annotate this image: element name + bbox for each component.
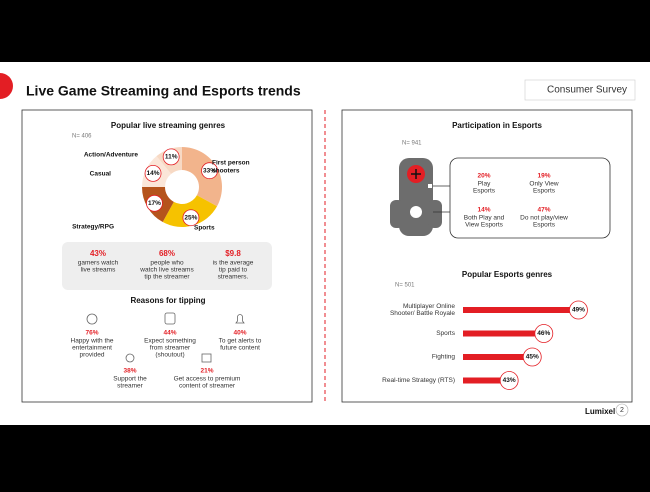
reason-text: future content	[220, 345, 260, 352]
reason-text: (shoutout)	[155, 352, 184, 359]
reason-text: Get access to premium	[174, 376, 241, 383]
reason-text: To get alerts to	[219, 338, 262, 345]
slice-label: shooters	[212, 168, 240, 175]
brand: Lumixel	[585, 407, 615, 416]
bar-label: Multiplayer Online	[403, 303, 455, 310]
participation-text: Both Play and	[464, 215, 505, 222]
participation-value: 19%	[537, 173, 550, 180]
stat-text: watch live streams	[139, 267, 194, 274]
tag: Consumer Survey	[547, 85, 627, 96]
bar-label: Sports	[436, 330, 456, 337]
stat-value: 43%	[90, 249, 106, 258]
participation-value: 14%	[477, 207, 490, 214]
value-badge	[499, 371, 519, 390]
reason-value: 21%	[200, 368, 213, 375]
stat-text: live streams	[81, 267, 116, 274]
value-label: 45%	[526, 354, 539, 361]
value-label: 33%	[203, 167, 216, 174]
bar-label: Shooter/ Battle Royale	[390, 310, 455, 317]
value-badge	[569, 300, 588, 320]
participation-text: Only View	[529, 181, 558, 188]
bar	[463, 354, 533, 360]
title: Live Game Streaming and Esports trends	[26, 83, 301, 99]
slice-label: Sports	[194, 225, 215, 232]
reason-text: entertainment	[72, 345, 112, 352]
stat-value: 68%	[159, 249, 175, 258]
donut-slice	[182, 147, 222, 207]
participation-value: 47%	[537, 207, 550, 214]
reason-value: 38%	[123, 368, 136, 375]
value-badge	[162, 148, 180, 166]
value-label: 11%	[165, 154, 178, 161]
participation-text: Esports	[473, 188, 496, 195]
tag-box	[524, 79, 636, 101]
participation-text: View Esports	[465, 222, 504, 229]
value-badge	[182, 209, 200, 227]
reason-value: 76%	[85, 330, 98, 337]
value-badge	[146, 194, 163, 212]
participation-text: Esports	[533, 188, 556, 195]
participation-text: Play	[478, 181, 491, 188]
sample-size: N= 406	[72, 134, 92, 140]
value-label: 43%	[503, 377, 516, 384]
participation-text: Do not play/view	[520, 215, 568, 222]
reason-text: from streamer	[150, 345, 191, 352]
reason-text: provided	[80, 352, 105, 359]
bar	[463, 330, 544, 337]
stat-text: tip the streamer	[144, 274, 190, 281]
section-title: Reasons for tipping	[130, 296, 205, 305]
page-number: 2	[620, 407, 624, 414]
stat-text: tip paid to	[219, 267, 248, 274]
left-panel	[21, 109, 313, 403]
reason-text: Support the	[113, 376, 147, 383]
reason-value: 44%	[163, 330, 176, 337]
stat-text: gamers watch	[78, 260, 119, 267]
slice-label: Strategy/RPG	[72, 224, 114, 231]
stats-box	[62, 242, 272, 290]
stat-text: people who	[150, 260, 184, 267]
value-badge	[144, 164, 162, 182]
value-label: 17%	[148, 200, 161, 207]
bar-label: Real-time Strategy (RTS)	[382, 377, 455, 384]
bar	[463, 377, 510, 384]
slice-label: Action/Adventure	[84, 152, 139, 159]
stat-value: $9.8	[225, 249, 241, 258]
value-label: 25%	[184, 214, 197, 221]
reason-text: streamer	[117, 383, 143, 390]
panel-title: Popular Esports genres	[462, 270, 553, 279]
accent	[0, 73, 13, 99]
panel-title: Popular live streaming genres	[111, 121, 226, 130]
stat-text: streamers.	[218, 274, 249, 281]
bar	[463, 307, 579, 313]
sample-size: N= 941	[402, 141, 422, 147]
reason-value: 40%	[233, 330, 246, 337]
controller-icon	[390, 158, 450, 236]
participation-text: Esports	[533, 222, 556, 229]
bar-label: Fighting	[432, 354, 456, 361]
value-badge	[534, 324, 554, 343]
slice-label: Casual	[90, 171, 112, 178]
value-label: 46%	[537, 330, 550, 337]
right-panel	[341, 109, 633, 403]
value-badge	[522, 347, 542, 367]
stat-text: is the average	[213, 260, 254, 267]
slice-label: First person	[212, 160, 250, 167]
reason-text: Happy with the	[71, 338, 114, 345]
reason-text: content of streamer	[179, 383, 236, 390]
participation-box	[449, 157, 611, 239]
value-badge	[201, 162, 218, 180]
page-badge	[615, 403, 629, 417]
value-label: 14%	[147, 170, 160, 177]
value-label: 49%	[572, 307, 585, 314]
participation-value: 20%	[477, 173, 490, 180]
panel-title: Participation in Esports	[452, 121, 542, 130]
sample-size: N= 501	[395, 283, 415, 289]
reason-text: Expect something	[144, 338, 196, 345]
icons	[86, 312, 245, 363]
